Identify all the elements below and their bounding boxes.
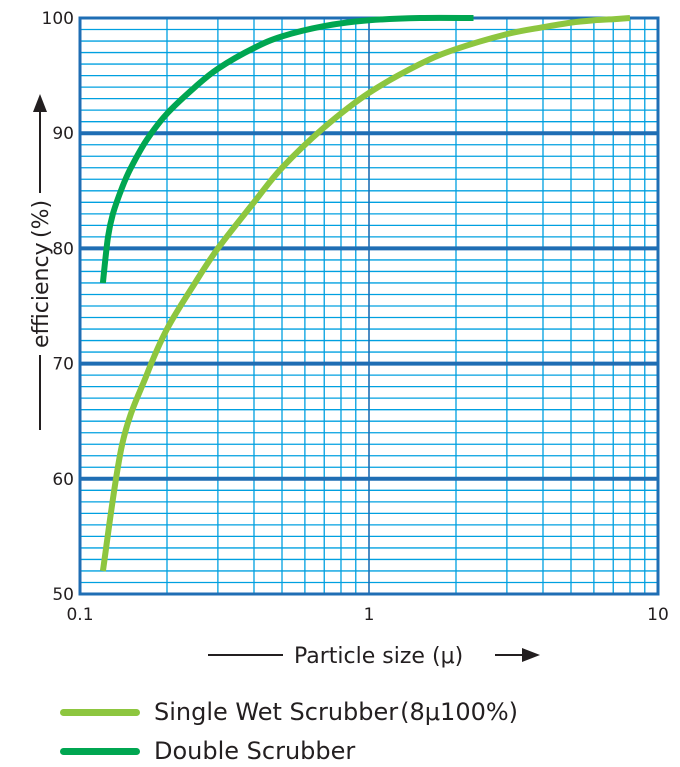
x-axis-arrow-icon xyxy=(522,648,540,662)
y-axis-unit: (%) xyxy=(29,200,54,238)
legend-item-single-wet-scrubber: Single Wet Scrubber (8μ100%) xyxy=(60,698,620,726)
y-axis-arrow-icon xyxy=(33,94,47,112)
legend-label-double: Double Scrubber xyxy=(154,737,356,765)
legend-item-double-scrubber: Double Scrubber xyxy=(60,737,620,765)
series-line-single-wet-scrubber xyxy=(99,15,631,572)
x-axis-unit: (μ) xyxy=(432,644,463,669)
series-layer xyxy=(99,14,631,572)
legend-note-single: (8μ100%) xyxy=(400,698,519,726)
y-tick-label: 60 xyxy=(52,470,74,490)
x-tick-label: 1 xyxy=(364,605,375,625)
x-axis-label: Particle size xyxy=(294,644,425,669)
y-axis-label: efficiency xyxy=(29,242,54,348)
y-tick-label: 100 xyxy=(42,9,74,29)
y-tick-label: 50 xyxy=(52,585,74,605)
y-tick-label: 80 xyxy=(52,239,74,259)
x-tick-label: 0.1 xyxy=(66,605,93,625)
y-tick-label: 90 xyxy=(52,124,74,144)
legend-label-single: Single Wet Scrubber xyxy=(154,698,399,726)
y-tick-label: 70 xyxy=(52,355,74,375)
legend-swatch-single xyxy=(60,708,140,716)
series-line-double-scrubber xyxy=(99,14,474,284)
major-gridlines xyxy=(80,18,658,594)
legend-swatch-double xyxy=(60,747,140,755)
tick-labels: 50 60 70 80 90 100 0.1 1 10 xyxy=(42,9,669,625)
x-tick-label: 10 xyxy=(647,605,669,625)
